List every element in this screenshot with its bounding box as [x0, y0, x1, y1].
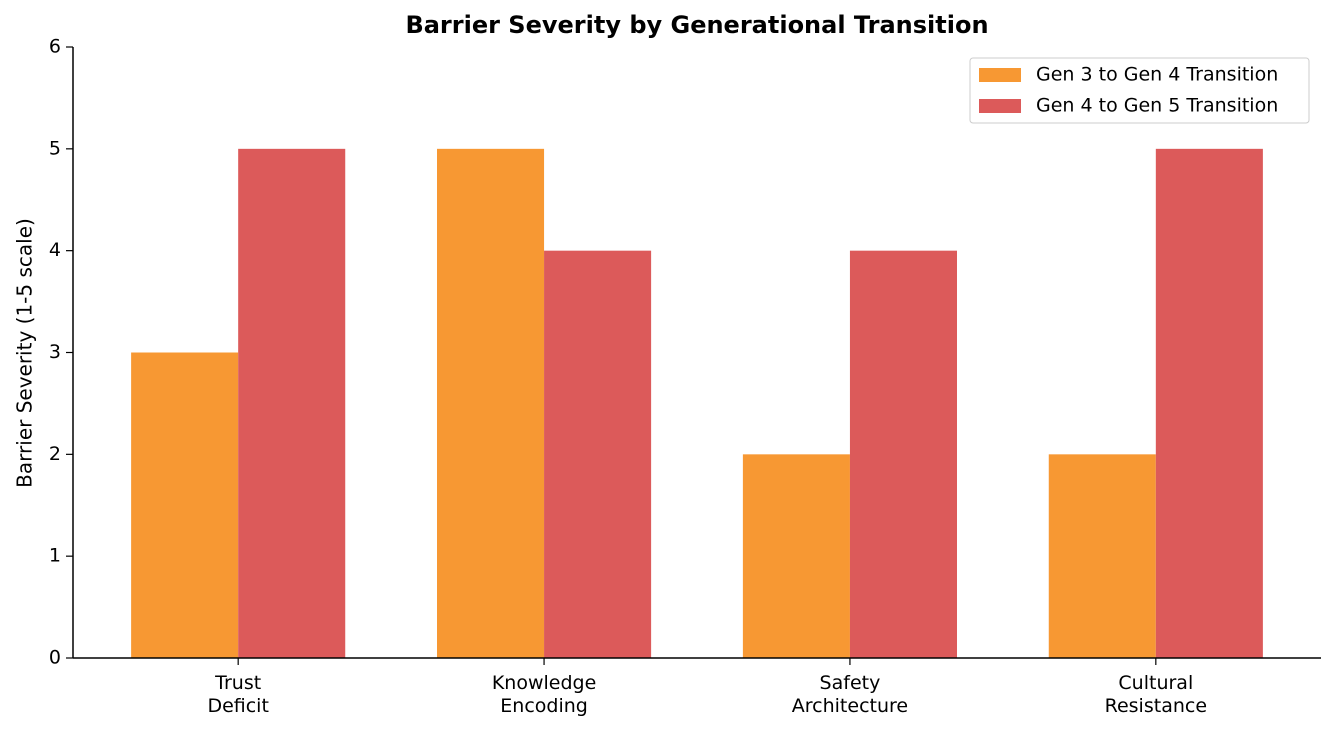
legend-swatch — [979, 99, 1021, 113]
y-tick-label: 4 — [49, 239, 61, 261]
y-tick-label: 1 — [49, 545, 61, 567]
x-tick-label: Knowledge Encoding — [492, 672, 596, 717]
legend-label: Gen 4 to Gen 5 Transition — [1036, 95, 1278, 117]
legend-label: Gen 3 to Gen 4 Transition — [1036, 64, 1278, 86]
y-tick-label: 3 — [49, 341, 61, 363]
y-tick-label: 5 — [49, 137, 61, 159]
y-tick-label: 0 — [49, 647, 61, 669]
legend-swatch — [979, 68, 1021, 82]
y-tick-label: 2 — [49, 443, 61, 465]
x-tick-label: Trust Deficit — [207, 672, 268, 717]
x-tick-label: Cultural Resistance — [1105, 672, 1207, 717]
bar — [1048, 454, 1156, 658]
chart-title: Barrier Severity by Generational Transit… — [405, 11, 988, 39]
bar — [437, 148, 545, 659]
bar — [131, 352, 239, 658]
y-tick-label: 6 — [49, 36, 61, 58]
bar — [849, 250, 957, 658]
y-axis-label: Barrier Severity (1-5 scale) — [13, 218, 37, 488]
bar — [1155, 148, 1263, 659]
x-tick-label: Safety Architecture — [792, 672, 908, 717]
legend-box — [969, 57, 1310, 124]
bar — [238, 148, 346, 659]
bar — [544, 250, 652, 658]
bar — [742, 454, 850, 658]
